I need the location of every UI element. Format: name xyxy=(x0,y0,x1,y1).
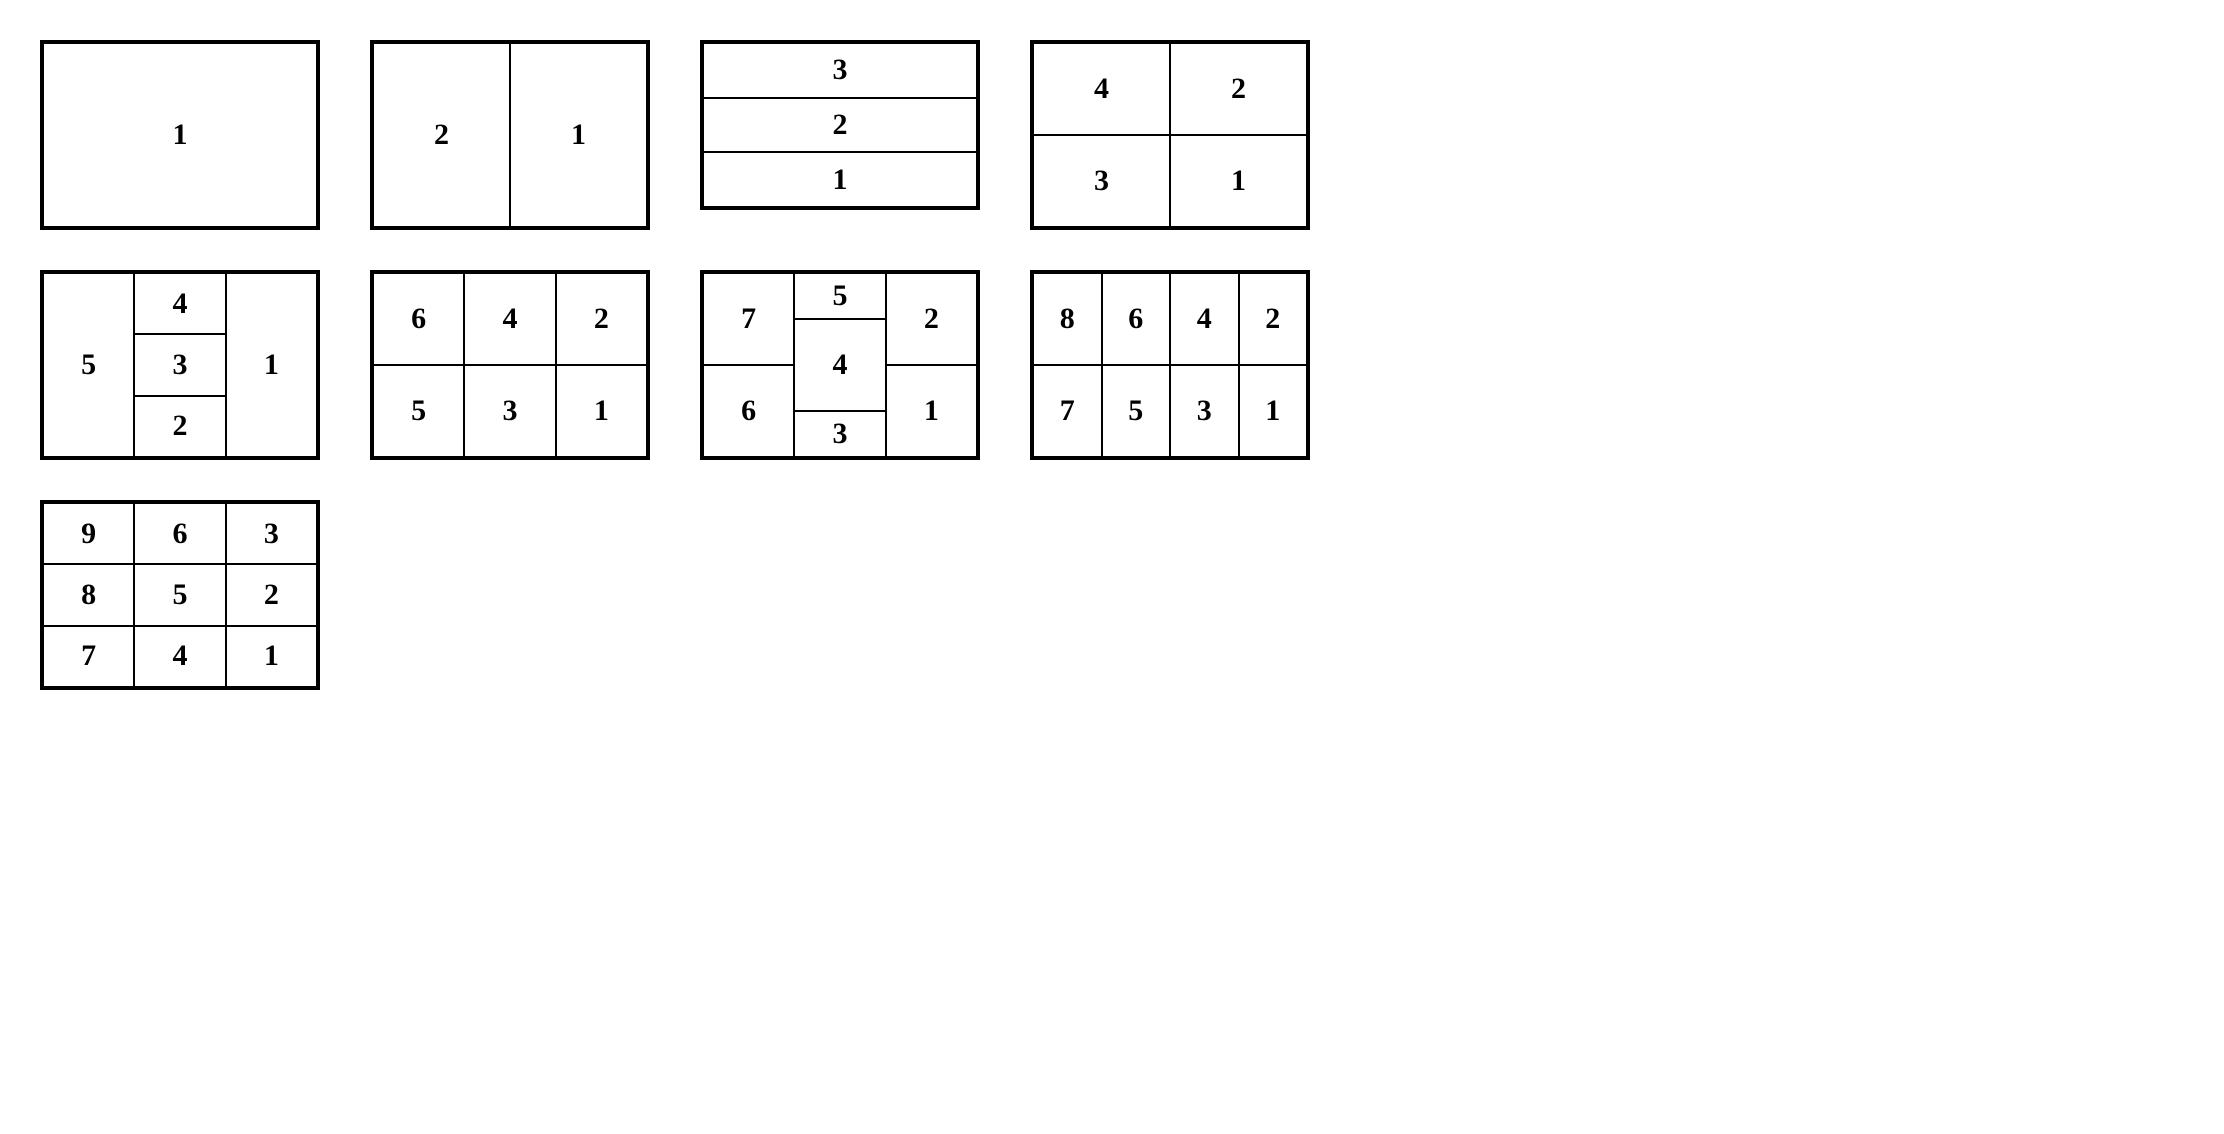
cell: 3 xyxy=(794,411,885,457)
cell: 2 xyxy=(134,396,225,457)
cell: 6 xyxy=(373,273,464,365)
cell: 2 xyxy=(373,43,510,227)
cell: 1 xyxy=(510,43,647,227)
panel-3: 3 2 1 xyxy=(700,40,980,210)
cell: 3 xyxy=(134,334,225,395)
panel-7: 7 6 5 4 3 2 1 xyxy=(700,270,980,460)
cell: 8 xyxy=(43,564,134,625)
panel-8: 8 6 4 2 7 5 3 1 xyxy=(1030,270,1310,460)
cell: 2 xyxy=(556,273,647,365)
panel-row-3: 9 6 3 8 5 2 7 4 1 xyxy=(40,500,1480,690)
panel-2: 2 1 xyxy=(370,40,650,230)
panel-1: 1 xyxy=(40,40,320,230)
cell: 2 xyxy=(226,564,317,625)
cell: 5 xyxy=(134,564,225,625)
cell: 4 xyxy=(464,273,555,365)
cell: 2 xyxy=(703,98,977,153)
cell: 3 xyxy=(226,503,317,564)
panel-row-1: 1 2 1 3 2 1 4 2 3 1 xyxy=(40,40,1480,230)
cell: 1 xyxy=(226,273,317,457)
cell: 4 xyxy=(134,273,225,334)
cell: 1 xyxy=(886,365,977,457)
panel-row-2: 5 4 3 2 1 6 4 2 5 3 1 7 6 5 4 3 2 1 8 6 … xyxy=(40,270,1480,460)
diagram-page: 1 2 1 3 2 1 4 2 3 1 5 4 3 2 1 6 4 xyxy=(40,40,1480,690)
cell: 1 xyxy=(226,626,317,687)
cell: 4 xyxy=(1033,43,1170,135)
cell: 5 xyxy=(373,365,464,457)
cell: 4 xyxy=(794,319,885,411)
cell: 6 xyxy=(1102,273,1171,365)
panel-9: 9 6 3 8 5 2 7 4 1 xyxy=(40,500,320,690)
cell: 1 xyxy=(43,43,317,227)
cell: 1 xyxy=(556,365,647,457)
cell: 8 xyxy=(1033,273,1102,365)
cell: 3 xyxy=(703,43,977,98)
cell: 3 xyxy=(1170,365,1239,457)
cell: 6 xyxy=(703,365,794,457)
cell: 7 xyxy=(703,273,794,365)
cell: 7 xyxy=(43,626,134,687)
cell: 3 xyxy=(464,365,555,457)
cell: 4 xyxy=(1170,273,1239,365)
cell: 6 xyxy=(134,503,225,564)
cell: 1 xyxy=(1170,135,1307,227)
cell: 3 xyxy=(1033,135,1170,227)
cell: 2 xyxy=(886,273,977,365)
panel-4: 4 2 3 1 xyxy=(1030,40,1310,230)
cell: 5 xyxy=(1102,365,1171,457)
cell: 5 xyxy=(794,273,885,319)
cell: 1 xyxy=(703,152,977,207)
cell: 1 xyxy=(1239,365,1308,457)
cell: 9 xyxy=(43,503,134,564)
cell: 2 xyxy=(1170,43,1307,135)
cell: 2 xyxy=(1239,273,1308,365)
cell: 5 xyxy=(43,273,134,457)
panel-6: 6 4 2 5 3 1 xyxy=(370,270,650,460)
cell: 7 xyxy=(1033,365,1102,457)
panel-5: 5 4 3 2 1 xyxy=(40,270,320,460)
cell: 4 xyxy=(134,626,225,687)
